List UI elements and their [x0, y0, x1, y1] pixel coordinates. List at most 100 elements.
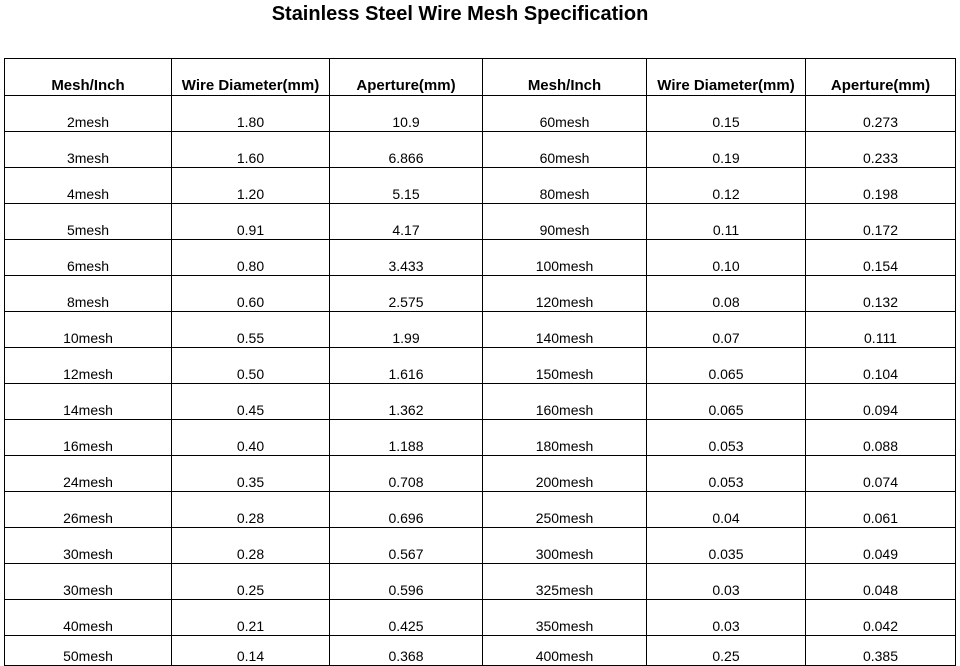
table-row: 4mesh 1.20 5.15 80mesh 0.12 0.198 — [4, 167, 956, 204]
table-cell: 40mesh — [4, 599, 172, 636]
table-row: 30mesh 0.25 0.596 325mesh 0.03 0.048 — [4, 563, 956, 600]
table-cell: 60mesh — [482, 131, 647, 168]
table-cell: 24mesh — [4, 455, 172, 492]
table-cell: 160mesh — [482, 383, 647, 420]
table-cell: 400mesh — [482, 635, 647, 666]
table-cell: 325mesh — [482, 563, 647, 600]
page-title: Stainless Steel Wire Mesh Specification — [271, 3, 649, 25]
table-cell: 200mesh — [482, 455, 647, 492]
table-cell: 1.60 — [171, 131, 330, 168]
table-cell: 0.08 — [646, 275, 806, 312]
table-cell: 0.132 — [805, 275, 956, 312]
table-cell: 0.11 — [646, 203, 806, 240]
table-cell: 0.094 — [805, 383, 956, 420]
table-row: 6mesh 0.80 3.433 100mesh 0.10 0.154 — [4, 239, 956, 276]
table-cell: 0.053 — [646, 419, 806, 456]
header-row: Mesh/Inch Wire Diameter(mm) Aperture(mm)… — [4, 58, 956, 96]
table-cell: 0.368 — [329, 635, 483, 666]
table-cell: 150mesh — [482, 347, 647, 384]
table-cell: 0.696 — [329, 491, 483, 528]
table-cell: 5.15 — [329, 167, 483, 204]
table-cell: 0.154 — [805, 239, 956, 276]
table-cell: 1.20 — [171, 167, 330, 204]
table-cell: 0.042 — [805, 599, 956, 636]
header-aperture-left: Aperture(mm) — [329, 58, 483, 96]
header-aperture-right: Aperture(mm) — [805, 58, 956, 96]
table-row: 50mesh 0.14 0.368 400mesh 0.25 0.385 — [4, 635, 956, 666]
table-cell: 30mesh — [4, 527, 172, 564]
table-cell: 80mesh — [482, 167, 647, 204]
table-cell: 0.12 — [646, 167, 806, 204]
table-cell: 0.088 — [805, 419, 956, 456]
table-row: 5mesh 0.91 4.17 90mesh 0.11 0.172 — [4, 203, 956, 240]
table-row: 30mesh 0.28 0.567 300mesh 0.035 0.049 — [4, 527, 956, 564]
table-cell: 0.25 — [171, 563, 330, 600]
table-row: 24mesh 0.35 0.708 200mesh 0.053 0.074 — [4, 455, 956, 492]
table-cell: 0.596 — [329, 563, 483, 600]
table-cell: 0.14 — [171, 635, 330, 666]
table-row: 8mesh 0.60 2.575 120mesh 0.08 0.132 — [4, 275, 956, 312]
table-cell: 0.061 — [805, 491, 956, 528]
table-row: 12mesh 0.50 1.616 150mesh 0.065 0.104 — [4, 347, 956, 384]
table-cell: 0.91 — [171, 203, 330, 240]
table-cell: 0.049 — [805, 527, 956, 564]
table-cell: 5mesh — [4, 203, 172, 240]
table-cell: 0.233 — [805, 131, 956, 168]
table-cell: 90mesh — [482, 203, 647, 240]
table-cell: 0.40 — [171, 419, 330, 456]
table-cell: 0.28 — [171, 527, 330, 564]
table-cell: 0.04 — [646, 491, 806, 528]
table-cell: 6.866 — [329, 131, 483, 168]
table-cell: 2mesh — [4, 95, 172, 132]
table-cell: 26mesh — [4, 491, 172, 528]
table-cell: 1.188 — [329, 419, 483, 456]
table-row: 10mesh 0.55 1.99 140mesh 0.07 0.111 — [4, 311, 956, 348]
table-cell: 0.074 — [805, 455, 956, 492]
table-cell: 6mesh — [4, 239, 172, 276]
table-cell: 0.035 — [646, 527, 806, 564]
table-cell: 3.433 — [329, 239, 483, 276]
header-mesh-inch-left: Mesh/Inch — [4, 58, 172, 96]
table-cell: 50mesh — [4, 635, 172, 666]
table-cell: 2.575 — [329, 275, 483, 312]
table-cell: 16mesh — [4, 419, 172, 456]
table-cell: 14mesh — [4, 383, 172, 420]
table-cell: 0.065 — [646, 347, 806, 384]
table-cell: 0.50 — [171, 347, 330, 384]
table-cell: 0.03 — [646, 599, 806, 636]
table-cell: 0.053 — [646, 455, 806, 492]
spec-table: Mesh/Inch Wire Diameter(mm) Aperture(mm)… — [4, 58, 956, 666]
table-cell: 0.111 — [805, 311, 956, 348]
table-cell: 140mesh — [482, 311, 647, 348]
table-row: 26mesh 0.28 0.696 250mesh 0.04 0.061 — [4, 491, 956, 528]
table-cell: 0.708 — [329, 455, 483, 492]
table-cell: 0.45 — [171, 383, 330, 420]
table-cell: 0.28 — [171, 491, 330, 528]
table-cell: 0.048 — [805, 563, 956, 600]
table-cell: 0.55 — [171, 311, 330, 348]
table-cell: 0.03 — [646, 563, 806, 600]
table-row: 3mesh 1.60 6.866 60mesh 0.19 0.233 — [4, 131, 956, 168]
header-mesh-inch-right: Mesh/Inch — [482, 58, 647, 96]
table-cell: 0.065 — [646, 383, 806, 420]
table-cell: 1.80 — [171, 95, 330, 132]
table-cell: 0.21 — [171, 599, 330, 636]
table-cell: 120mesh — [482, 275, 647, 312]
table-row: 2mesh 1.80 10.9 60mesh 0.15 0.273 — [4, 95, 956, 132]
table-cell: 1.99 — [329, 311, 483, 348]
table-cell: 12mesh — [4, 347, 172, 384]
table-cell: 0.10 — [646, 239, 806, 276]
header-wire-diameter-left: Wire Diameter(mm) — [171, 58, 330, 96]
table-cell: 0.80 — [171, 239, 330, 276]
table-cell: 0.25 — [646, 635, 806, 666]
table-cell: 180mesh — [482, 419, 647, 456]
table-cell: 300mesh — [482, 527, 647, 564]
table-cell: 0.385 — [805, 635, 956, 666]
table-cell: 0.35 — [171, 455, 330, 492]
table-cell: 3mesh — [4, 131, 172, 168]
table-cell: 0.567 — [329, 527, 483, 564]
table-row: 16mesh 0.40 1.188 180mesh 0.053 0.088 — [4, 419, 956, 456]
table-cell: 0.425 — [329, 599, 483, 636]
table-cell: 0.273 — [805, 95, 956, 132]
table-row: 14mesh 0.45 1.362 160mesh 0.065 0.094 — [4, 383, 956, 420]
